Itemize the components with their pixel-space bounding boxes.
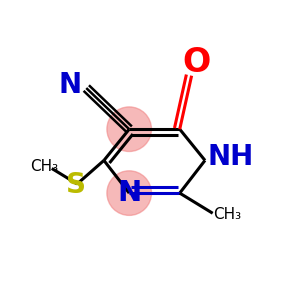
Text: CH₃: CH₃ (30, 160, 58, 175)
Text: S: S (66, 172, 86, 200)
Text: N: N (58, 71, 82, 99)
Text: O: O (182, 46, 210, 79)
Text: N: N (117, 179, 141, 207)
Circle shape (107, 171, 152, 215)
Circle shape (107, 107, 152, 152)
Text: NH: NH (207, 143, 253, 171)
Text: CH₃: CH₃ (213, 207, 241, 222)
